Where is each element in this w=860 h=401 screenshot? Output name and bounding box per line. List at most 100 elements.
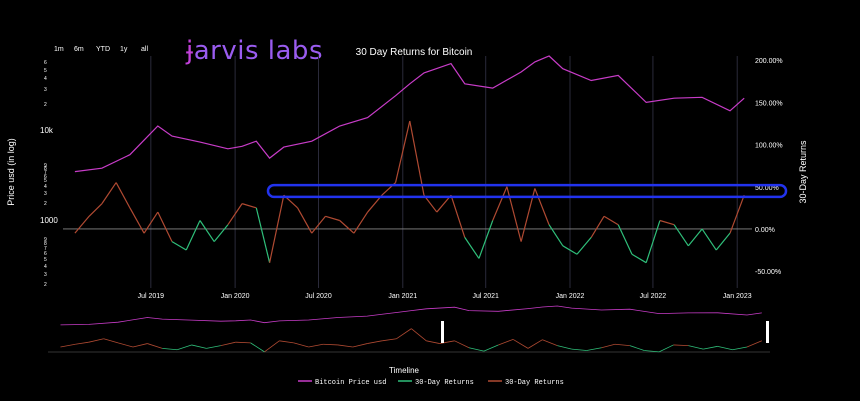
navigator-price-line [60, 305, 762, 326]
returns-series-segment [562, 245, 578, 255]
navigator-returns-segment [411, 328, 427, 342]
legend-item[interactable]: Bitcoin Price usd [315, 379, 386, 387]
y-left-tick-label: 4 [44, 264, 47, 270]
range-button-6m[interactable]: 6m [74, 46, 84, 53]
range-button-1m[interactable]: 1m [54, 46, 64, 53]
returns-series-segment [464, 237, 480, 259]
returns-series-segment [74, 215, 90, 234]
navigator-returns-segment [688, 345, 704, 350]
returns-series-segment [101, 182, 117, 204]
navigator-returns-segment [147, 343, 163, 349]
returns-series-segment [185, 220, 201, 251]
navigator-returns-segment [220, 341, 236, 347]
price-series-line [74, 55, 745, 173]
returns-series-segment [241, 203, 257, 209]
range-button-all[interactable]: all [141, 46, 148, 53]
returns-series-segment [213, 224, 229, 242]
range-button-ytd[interactable]: YTD [96, 46, 110, 53]
returns-series-segment [171, 241, 187, 251]
returns-series-segment [395, 120, 411, 183]
navigator-returns-segment [132, 343, 148, 348]
navigator-returns-segment [191, 344, 207, 349]
navigator-returns-segment [732, 346, 748, 351]
navigator-returns-segment [586, 347, 602, 351]
y-left-tick-label: 8 [44, 241, 47, 247]
navigator-returns-segment [527, 339, 543, 349]
y-left-tick-label: 5 [44, 257, 47, 263]
timeline-label: Timeline [389, 366, 419, 375]
returns-series-segment [311, 215, 326, 234]
navigator-returns-segment [746, 340, 762, 348]
y-left-tick-label: 9 [44, 237, 47, 243]
returns-series-segment [450, 195, 466, 238]
navigator-returns-segment [703, 345, 718, 350]
returns-series-segment [478, 220, 494, 259]
y-left-tick-label: 2 [44, 102, 47, 108]
y-left-tick-label: 3 [44, 191, 47, 197]
returns-series-segment [325, 215, 340, 222]
navigator-returns-segment [542, 339, 558, 347]
returns-series-segment [673, 224, 689, 247]
returns-series-segment [492, 186, 508, 221]
y-right-tick-label: 0.00% [755, 227, 775, 234]
returns-series-segment [729, 194, 745, 234]
returns-series-segment [255, 207, 271, 263]
navigator-returns-segment [206, 345, 221, 349]
x-tick-label: Jul 2021 [472, 293, 499, 300]
navigator-returns-segment [235, 341, 251, 344]
y-left-tick-label: 6 [44, 174, 47, 180]
navigator-returns-segment [367, 340, 383, 344]
navigator-returns-segment [88, 338, 104, 343]
legend-item[interactable]: 30-Day Returns [415, 379, 474, 387]
navigator-returns-segment [323, 343, 338, 346]
navigator-returns-segment [601, 343, 616, 349]
returns-series-segment [534, 188, 550, 225]
y-left-tick-label: 1000 [40, 216, 58, 225]
navigator-handle-right[interactable] [766, 321, 769, 343]
navigator-returns-segment [117, 342, 134, 348]
legend-item[interactable]: 30-Day Returns [505, 379, 564, 387]
logo-mark: ɉ [186, 36, 194, 66]
returns-series-segment [199, 220, 215, 242]
navigator-returns-segment [468, 347, 484, 352]
y-right-tick-label: -50.00% [755, 269, 781, 276]
navigator-returns-segment [717, 345, 733, 351]
y-right-tick-label: 150.00% [755, 100, 783, 107]
returns-series-segment [129, 207, 145, 234]
navigator-returns-segment [426, 340, 440, 344]
y-left-tick-label: 4 [44, 184, 47, 190]
returns-series-segment [645, 220, 661, 263]
navigator-returns-segment [629, 345, 645, 351]
y-left-tick-label: 5 [44, 178, 47, 184]
navigator-handle-left[interactable] [441, 321, 444, 343]
navigator-returns-segment [60, 343, 76, 348]
y-right-tick-label: 200.00% [755, 58, 783, 65]
navigator-returns-segment [644, 350, 660, 353]
y-left-axis-title: Price usd (in log) [6, 138, 16, 206]
y-left-tick-label: 6 [44, 60, 47, 66]
x-tick-label: Jul 2019 [138, 293, 165, 300]
range-button-1y[interactable]: 1y [120, 46, 128, 53]
returns-series-segment [88, 203, 103, 217]
y-right-tick-label: 100.00% [755, 143, 783, 150]
y-left-tick-label: 7 [44, 246, 47, 252]
y-left-tick-label: 10k [40, 126, 54, 135]
returns-series-segment [687, 228, 703, 247]
returns-series-segment [409, 120, 425, 196]
navigator-returns-segment [279, 340, 294, 344]
navigator-returns-segment [614, 343, 630, 347]
x-tick-label: Jul 2020 [305, 293, 332, 300]
x-tick-label: Jan 2023 [723, 293, 752, 300]
returns-series-segment [631, 253, 647, 264]
y-left-tick-label: 2 [44, 282, 47, 288]
navigator-returns-segment [337, 344, 353, 348]
navigator-returns-segment [557, 345, 572, 350]
returns-series-segment [143, 211, 159, 234]
returns-series-segment [701, 228, 717, 251]
y-left-tick-label: 3 [44, 272, 47, 278]
x-tick-label: Jul 2022 [640, 293, 667, 300]
navigator-returns-segment [352, 343, 368, 348]
navigator-returns-segment [250, 342, 265, 353]
navigator-returns-segment [483, 344, 499, 352]
